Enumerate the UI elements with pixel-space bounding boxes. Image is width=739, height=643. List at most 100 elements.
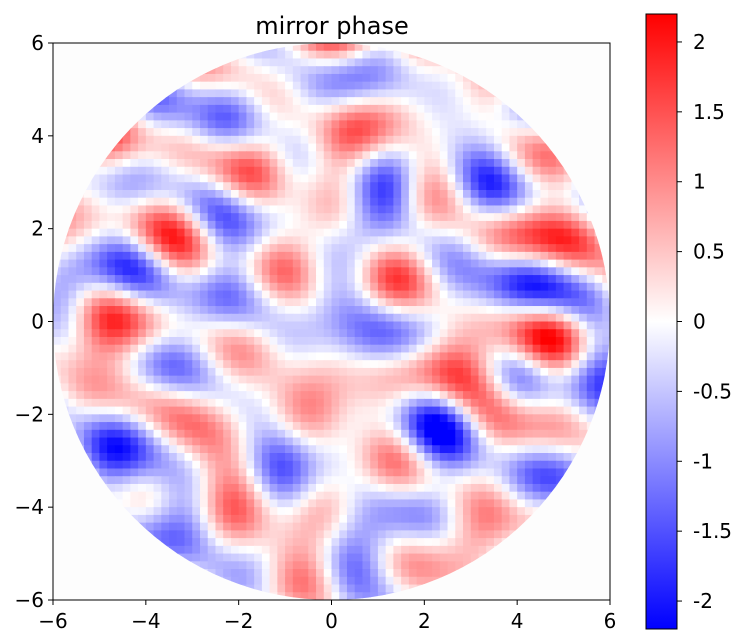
heatmap-cell bbox=[385, 259, 394, 268]
heatmap-cell bbox=[215, 437, 224, 446]
heatmap-cell bbox=[145, 220, 155, 230]
heatmap-cell bbox=[401, 182, 410, 191]
heatmap-cell bbox=[122, 336, 131, 346]
heatmap-cell bbox=[579, 422, 588, 431]
heatmap-cell bbox=[192, 73, 201, 83]
heatmap-cell bbox=[215, 213, 224, 222]
heatmap-cell bbox=[517, 375, 526, 384]
heatmap-cell bbox=[486, 166, 495, 176]
heatmap-cell bbox=[261, 422, 271, 431]
heatmap-cell bbox=[463, 460, 472, 470]
heatmap-cell bbox=[223, 159, 232, 168]
heatmap-cell bbox=[424, 282, 433, 292]
heatmap-cell bbox=[223, 267, 232, 276]
heatmap-cell bbox=[455, 275, 464, 284]
heatmap-cell bbox=[362, 584, 371, 593]
heatmap-cell bbox=[370, 522, 379, 531]
heatmap-cell bbox=[470, 143, 480, 152]
heatmap-cell bbox=[316, 522, 325, 531]
heatmap-cell bbox=[153, 313, 162, 323]
heatmap-cell bbox=[300, 228, 309, 238]
heatmap-cell bbox=[540, 197, 549, 207]
y-tick-label: 2 bbox=[31, 217, 44, 241]
heatmap-cell bbox=[463, 205, 472, 214]
heatmap-cell bbox=[230, 306, 240, 315]
heatmap-cell bbox=[261, 112, 271, 121]
heatmap-cell bbox=[408, 290, 418, 299]
heatmap-cell bbox=[308, 414, 317, 423]
heatmap-cell bbox=[215, 251, 224, 261]
heatmap-cell bbox=[509, 437, 518, 446]
heatmap-cell bbox=[486, 120, 495, 129]
heatmap-cell bbox=[153, 166, 162, 176]
heatmap-cell bbox=[153, 352, 162, 361]
heatmap-cell bbox=[292, 383, 302, 392]
heatmap-cell bbox=[463, 182, 472, 191]
heatmap-cell bbox=[401, 584, 410, 593]
heatmap-cell bbox=[76, 213, 85, 222]
heatmap-cell bbox=[130, 298, 139, 307]
heatmap-cell bbox=[254, 306, 263, 315]
heatmap-cell bbox=[532, 228, 541, 238]
heatmap-cell bbox=[393, 329, 402, 338]
heatmap-cell bbox=[493, 453, 503, 462]
heatmap-cell bbox=[199, 406, 209, 415]
heatmap-cell bbox=[385, 66, 394, 75]
heatmap-cell bbox=[138, 313, 147, 323]
heatmap-cell bbox=[192, 538, 201, 547]
heatmap-cell bbox=[99, 344, 108, 354]
heatmap-cell bbox=[517, 236, 526, 245]
heatmap-cell bbox=[308, 576, 317, 586]
heatmap-cell bbox=[323, 166, 333, 176]
heatmap-cell bbox=[292, 398, 302, 408]
heatmap-cell bbox=[261, 499, 271, 508]
heatmap-cell bbox=[230, 576, 240, 586]
heatmap-cell bbox=[161, 538, 170, 547]
heatmap-cell bbox=[470, 336, 480, 346]
heatmap-cell bbox=[385, 251, 394, 261]
heatmap-cell bbox=[230, 561, 240, 570]
heatmap-cell bbox=[501, 174, 511, 183]
heatmap-cell bbox=[416, 360, 425, 369]
heatmap-cell bbox=[339, 507, 348, 516]
heatmap-cell bbox=[331, 453, 340, 462]
heatmap-cell bbox=[393, 151, 402, 160]
heatmap-cell bbox=[432, 236, 441, 245]
heatmap-cell bbox=[463, 553, 472, 562]
heatmap-cell bbox=[192, 174, 201, 183]
heatmap-cell bbox=[486, 321, 495, 330]
heatmap-cell bbox=[246, 445, 255, 454]
heatmap-cell bbox=[161, 104, 170, 114]
heatmap-cell bbox=[316, 112, 325, 121]
heatmap-cell bbox=[145, 460, 155, 470]
heatmap-cell bbox=[455, 344, 464, 354]
heatmap-cell bbox=[532, 166, 541, 176]
heatmap-cell bbox=[254, 128, 263, 137]
heatmap-cell bbox=[424, 507, 433, 516]
heatmap-cell bbox=[215, 174, 224, 183]
heatmap-cell bbox=[223, 398, 232, 408]
heatmap-cell bbox=[122, 476, 131, 485]
heatmap-cell bbox=[555, 298, 565, 307]
heatmap-cell bbox=[261, 514, 271, 524]
heatmap-cell bbox=[594, 313, 603, 323]
heatmap-cell bbox=[377, 135, 387, 145]
heatmap-cell bbox=[532, 460, 541, 470]
heatmap-cell bbox=[501, 406, 511, 415]
heatmap-cell bbox=[169, 197, 178, 207]
heatmap-cell bbox=[548, 367, 557, 377]
heatmap-cell bbox=[230, 189, 240, 199]
heatmap-cell bbox=[91, 197, 101, 207]
heatmap-cell bbox=[524, 166, 534, 176]
heatmap-cell bbox=[408, 344, 418, 354]
heatmap-cell bbox=[555, 414, 565, 423]
heatmap-cell bbox=[362, 189, 371, 199]
heatmap-cell bbox=[416, 336, 425, 346]
heatmap-cell bbox=[161, 360, 170, 369]
heatmap-cell bbox=[377, 414, 387, 423]
heatmap-cell bbox=[486, 313, 495, 323]
heatmap-cell bbox=[91, 220, 101, 230]
heatmap-cell bbox=[169, 298, 178, 307]
heatmap-cell bbox=[548, 244, 557, 253]
heatmap-cell bbox=[60, 313, 70, 323]
